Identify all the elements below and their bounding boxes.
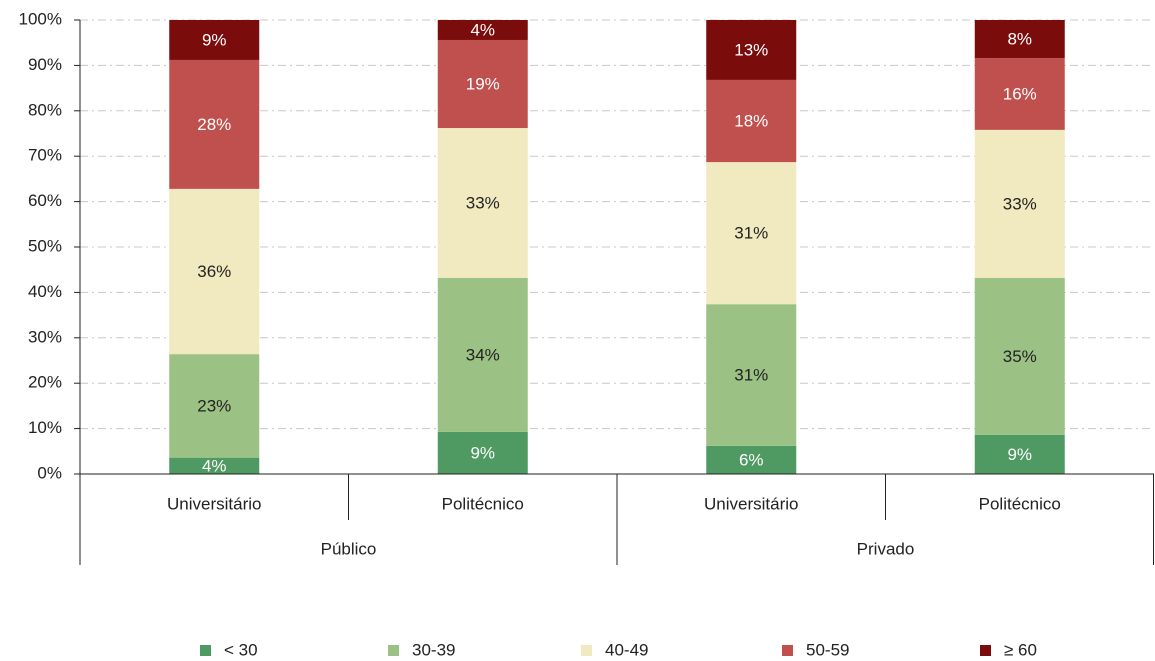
data-label: 23% bbox=[197, 396, 231, 415]
y-tick-label: 50% bbox=[28, 236, 62, 255]
group-label: Público bbox=[321, 539, 377, 558]
data-label: 4% bbox=[202, 456, 227, 475]
bar-segment bbox=[706, 304, 797, 446]
y-tick-label: 100% bbox=[19, 9, 62, 28]
data-label: 9% bbox=[1007, 445, 1032, 464]
y-tick-label: 40% bbox=[28, 282, 62, 301]
bar-segment bbox=[437, 431, 528, 474]
bar-segment bbox=[974, 129, 1065, 278]
data-label: 28% bbox=[197, 115, 231, 134]
y-tick-label: 80% bbox=[28, 100, 62, 119]
data-label: 34% bbox=[466, 345, 500, 364]
x-tick-label: Universitário bbox=[167, 494, 261, 513]
bar-segment bbox=[437, 39, 528, 129]
bar-segment bbox=[706, 162, 797, 305]
legend-label: 40-49 bbox=[605, 640, 648, 659]
legend-swatch bbox=[980, 645, 991, 656]
legend-label: < 30 bbox=[224, 640, 258, 659]
data-label: 35% bbox=[1003, 347, 1037, 366]
data-label: 4% bbox=[470, 20, 495, 39]
bar-segment bbox=[706, 20, 797, 80]
bar-segment bbox=[169, 20, 260, 60]
y-tick-label: 30% bbox=[28, 327, 62, 346]
data-label: 9% bbox=[202, 30, 227, 49]
data-label: 36% bbox=[197, 262, 231, 281]
bar-segment bbox=[974, 277, 1065, 435]
bar-segment bbox=[974, 20, 1065, 59]
legend-swatch bbox=[782, 645, 793, 656]
legend-swatch bbox=[388, 645, 399, 656]
x-tick-label: Universitário bbox=[704, 494, 798, 513]
bar-segment bbox=[706, 445, 797, 474]
bar-segment bbox=[169, 188, 260, 355]
bar-segment bbox=[169, 354, 260, 458]
x-tick-label: Politécnico bbox=[979, 494, 1061, 513]
data-label: 33% bbox=[466, 193, 500, 212]
legend-swatch bbox=[200, 645, 211, 656]
data-label: 18% bbox=[734, 111, 768, 130]
data-label: 33% bbox=[1003, 194, 1037, 213]
bar-segment bbox=[974, 58, 1065, 130]
legend-label: ≥ 60 bbox=[1004, 640, 1037, 659]
y-tick-label: 20% bbox=[28, 373, 62, 392]
data-label: 31% bbox=[734, 366, 768, 385]
bar-segment bbox=[437, 277, 528, 432]
bar-segment bbox=[974, 434, 1065, 474]
bar-segment bbox=[169, 59, 260, 189]
data-label: 9% bbox=[470, 443, 495, 462]
data-label: 16% bbox=[1003, 84, 1037, 103]
data-label: 8% bbox=[1007, 30, 1032, 49]
bar-segment bbox=[169, 457, 260, 474]
y-tick-label: 90% bbox=[28, 55, 62, 74]
legend-label: 50-59 bbox=[806, 640, 849, 659]
legend-swatch bbox=[581, 645, 592, 656]
bar-segment bbox=[437, 128, 528, 278]
data-label: 13% bbox=[734, 40, 768, 59]
data-label: 6% bbox=[739, 450, 764, 469]
data-label: 31% bbox=[734, 224, 768, 243]
y-tick-label: 0% bbox=[37, 463, 62, 482]
data-label: 19% bbox=[466, 74, 500, 93]
bar-segment bbox=[706, 79, 797, 163]
y-tick-label: 70% bbox=[28, 146, 62, 165]
y-tick-label: 10% bbox=[28, 418, 62, 437]
legend-label: 30-39 bbox=[412, 640, 455, 659]
group-label: Privado bbox=[857, 539, 915, 558]
x-tick-label: Politécnico bbox=[442, 494, 524, 513]
y-tick-label: 60% bbox=[28, 191, 62, 210]
bar-segment bbox=[437, 20, 528, 40]
